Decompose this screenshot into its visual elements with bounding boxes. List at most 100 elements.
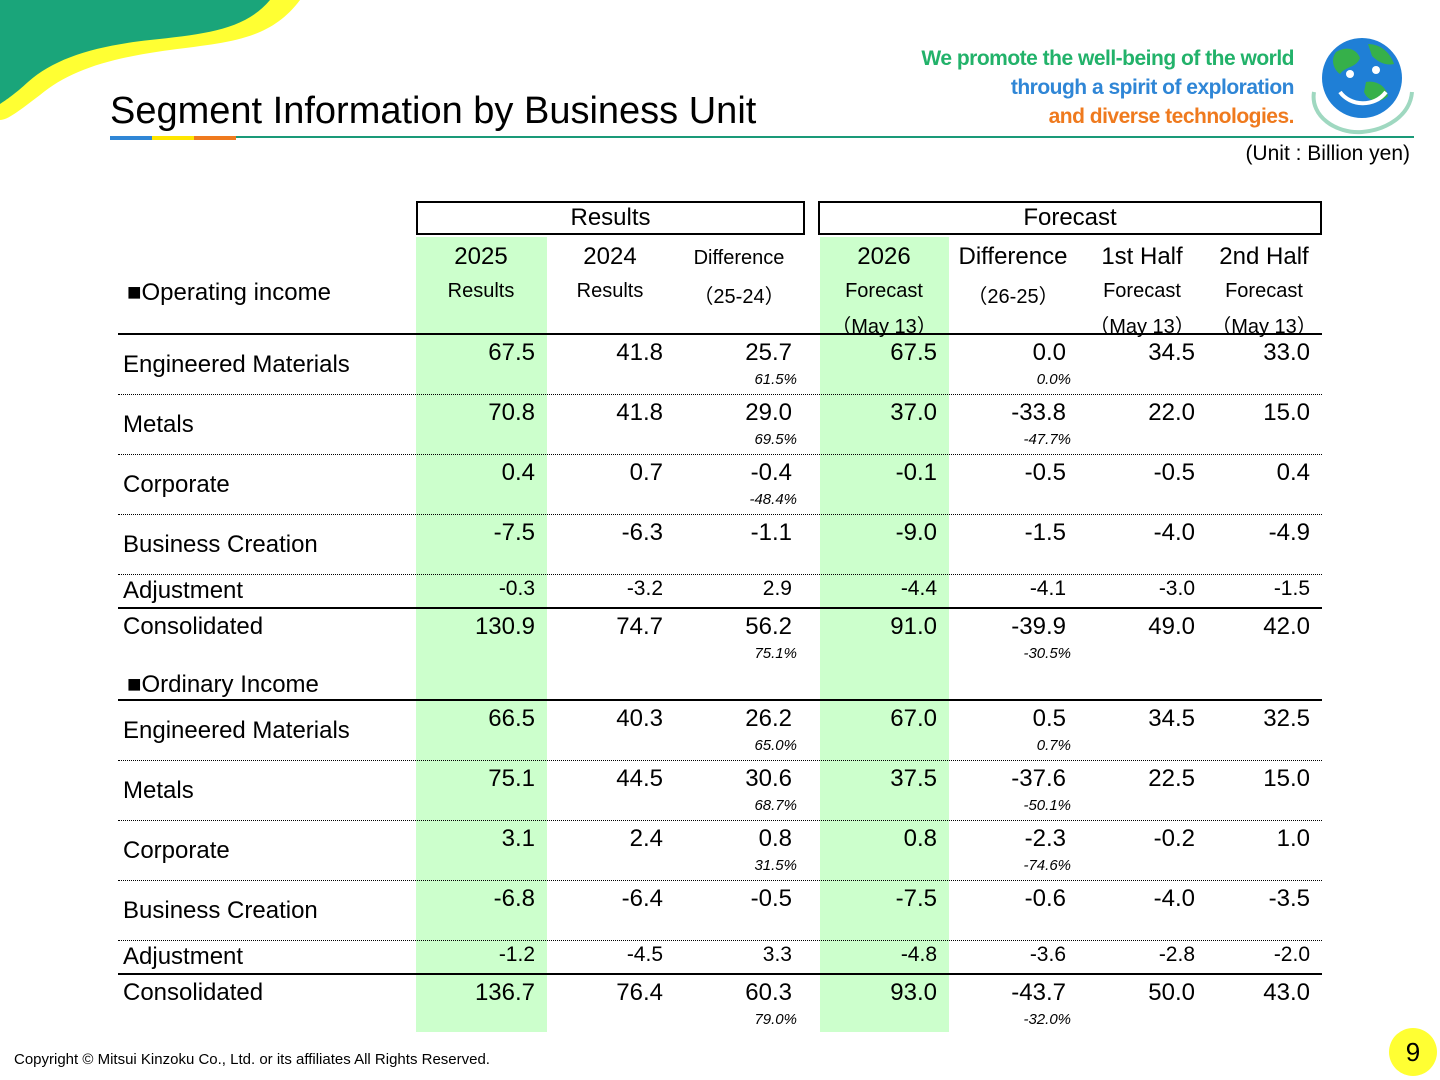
cell-value: 91.0 xyxy=(890,613,937,640)
cell-percent: -47.7% xyxy=(1023,431,1071,448)
cell-value: 56.2 xyxy=(745,613,792,640)
cell-value: 0.8 xyxy=(903,825,937,852)
row-label: Consolidated xyxy=(123,979,264,1006)
row-separator xyxy=(118,514,1322,515)
row-separator xyxy=(118,820,1322,821)
cell-value: -1.1 xyxy=(750,519,792,546)
cell-value: -3.5 xyxy=(1268,885,1310,912)
cell-value: 136.7 xyxy=(474,979,535,1006)
row-label: Business Creation xyxy=(123,897,318,924)
col-header-top: 2025 xyxy=(454,243,508,270)
cell-value: 2.9 xyxy=(762,577,792,600)
cell-value: -43.7 xyxy=(1011,979,1066,1006)
cell-value: -1.5 xyxy=(1024,519,1066,546)
col-header-top: 2024 xyxy=(583,243,637,270)
cell-value: 1.0 xyxy=(1276,825,1310,852)
cell-value: 74.7 xyxy=(616,613,663,640)
cell-value: -33.8 xyxy=(1011,399,1066,426)
copyright: Copyright © Mitsui Kinzoku Co., Ltd. or … xyxy=(14,1051,490,1068)
row-label: Metals xyxy=(123,411,194,438)
row-label: Corporate xyxy=(123,471,230,498)
cell-value: 22.5 xyxy=(1148,765,1195,792)
page-number: 9 xyxy=(1389,1028,1437,1076)
cell-value: -2.3 xyxy=(1024,825,1066,852)
title-accent-orange xyxy=(194,136,236,140)
title-accent-yellow xyxy=(152,136,194,140)
col-header-sub: Forecast xyxy=(1225,280,1303,302)
cell-value: 0.4 xyxy=(501,459,535,486)
cell-value: 75.1 xyxy=(488,765,535,792)
cell-value: 34.5 xyxy=(1148,705,1195,732)
cell-value: -6.3 xyxy=(621,519,663,546)
cell-value: -0.4 xyxy=(750,459,792,486)
row-label: Adjustment xyxy=(123,943,244,970)
cell-percent: -50.1% xyxy=(1023,797,1071,814)
cell-percent: -48.4% xyxy=(749,491,797,508)
col-header-sub: Forecast xyxy=(845,280,923,302)
operating-header-rule xyxy=(118,333,1322,335)
row-separator xyxy=(118,880,1322,881)
cell-value: 2.4 xyxy=(629,825,663,852)
row-separator xyxy=(118,940,1322,941)
cell-value: -3.6 xyxy=(1029,943,1066,966)
cell-value: 130.9 xyxy=(474,613,535,640)
title-accent-blue xyxy=(110,136,152,140)
consolidated-rule xyxy=(118,973,1322,975)
cell-value: 33.0 xyxy=(1263,339,1310,366)
row-separator xyxy=(118,454,1322,455)
cell-value: 44.5 xyxy=(616,765,663,792)
col-header-sub2: （May 13） xyxy=(1211,316,1317,338)
cell-value: -4.0 xyxy=(1153,885,1195,912)
cell-value: 0.0 xyxy=(1032,339,1066,366)
cell-value: -2.8 xyxy=(1158,943,1195,966)
unit-note: (Unit : Billion yen) xyxy=(1245,142,1410,165)
col-header-top: Difference xyxy=(958,243,1068,270)
row-label: Consolidated xyxy=(123,613,264,640)
cell-value: 70.8 xyxy=(488,399,535,426)
ordinary-header-rule xyxy=(118,699,1322,701)
cell-value: 15.0 xyxy=(1263,399,1310,426)
cell-value: -0.3 xyxy=(498,577,535,600)
cell-value: -4.4 xyxy=(900,577,937,600)
col-header-sub: Results xyxy=(576,280,644,302)
col-header-sub: （25-24） xyxy=(693,286,785,308)
cell-percent: 79.0% xyxy=(754,1011,797,1028)
cell-value: 30.6 xyxy=(745,765,792,792)
cell-value: -0.5 xyxy=(1153,459,1195,486)
cell-value: 37.5 xyxy=(890,765,937,792)
cell-value: 76.4 xyxy=(616,979,663,1006)
cell-value: 0.8 xyxy=(758,825,792,852)
cell-value: -6.4 xyxy=(621,885,663,912)
globe-logo-icon xyxy=(1311,38,1414,135)
cell-value: -2.0 xyxy=(1273,943,1310,966)
cell-value: 66.5 xyxy=(488,705,535,732)
cell-percent: 75.1% xyxy=(754,645,797,662)
tagline-line-2: through a spirit of exploration xyxy=(1010,76,1295,99)
cell-value: -3.2 xyxy=(626,577,663,600)
cell-percent: 0.7% xyxy=(1036,737,1071,754)
cell-percent: 0.0% xyxy=(1036,371,1071,388)
cell-value: -9.0 xyxy=(895,519,937,546)
cell-value: 26.2 xyxy=(745,705,792,732)
col-header-sub: Results xyxy=(447,280,515,302)
forecast-group-header: Forecast xyxy=(818,201,1322,235)
cell-value: 25.7 xyxy=(745,339,792,366)
cell-value: -6.8 xyxy=(493,885,535,912)
consolidated-rule xyxy=(118,607,1322,609)
tagline-line-1: We promote the well-being of the world xyxy=(921,47,1294,70)
results-group-header: Results xyxy=(416,201,805,235)
cell-value: 60.3 xyxy=(745,979,792,1006)
row-separator xyxy=(118,574,1322,575)
cell-value: -4.8 xyxy=(900,943,937,966)
cell-percent: 65.0% xyxy=(754,737,797,754)
cell-value: -0.5 xyxy=(750,885,792,912)
cell-value: -7.5 xyxy=(493,519,535,546)
cell-value: 67.0 xyxy=(890,705,937,732)
col-header-sub2: （May 13） xyxy=(1089,316,1195,338)
cell-value: 34.5 xyxy=(1148,339,1195,366)
title-rule xyxy=(110,136,1414,138)
cell-value: 43.0 xyxy=(1263,979,1310,1006)
cell-value: 22.0 xyxy=(1148,399,1195,426)
col-header-sub: （26-25） xyxy=(967,286,1059,308)
row-label: Adjustment xyxy=(123,577,244,604)
